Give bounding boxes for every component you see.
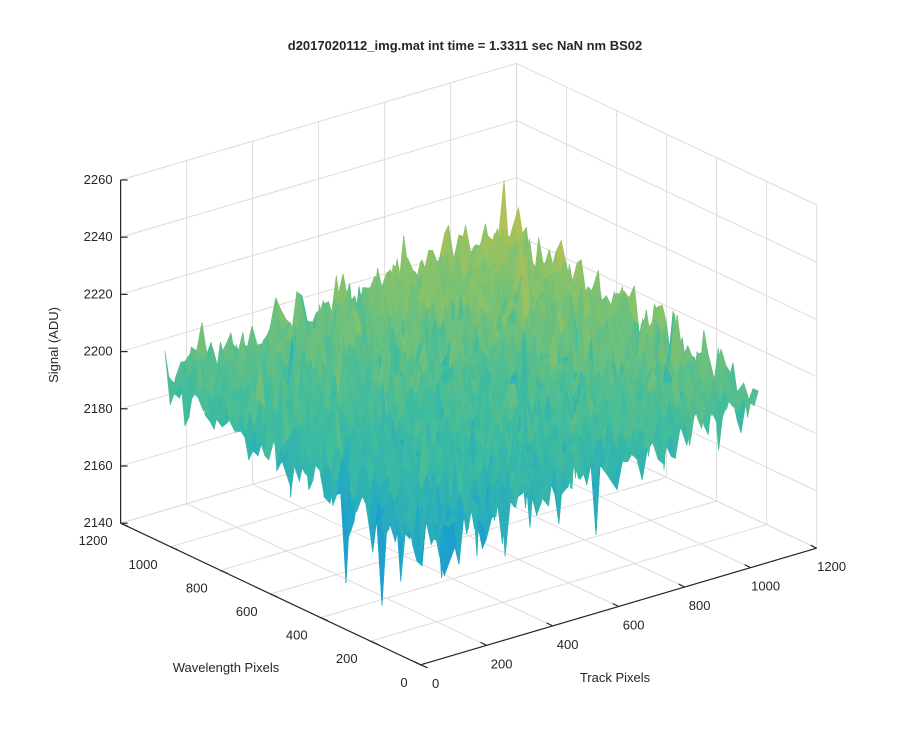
- x-tick: [612, 602, 619, 608]
- x-tick: [744, 564, 751, 569]
- y-tick: [170, 546, 178, 551]
- x-tick-label: 200: [491, 656, 513, 671]
- z-tick-label: 2180: [84, 401, 113, 416]
- y-tick: [370, 640, 378, 645]
- y-tick: [220, 569, 228, 574]
- back-wall-gridline-z: [120, 120, 517, 238]
- y-tick-label: 200: [336, 651, 358, 666]
- x-tick: [678, 583, 685, 588]
- axes-lines: [119, 179, 817, 669]
- z-axis-label: Signal (ADU): [46, 307, 61, 383]
- z-tick-label: 2160: [84, 458, 113, 473]
- side-wall-gridline-z: [516, 234, 817, 378]
- y-axis-label: Wavelength Pixels: [173, 660, 280, 675]
- surface-plot: [164, 180, 759, 606]
- floor-gridline-y: [320, 500, 717, 619]
- x-tick-label: 400: [557, 637, 579, 652]
- x-axis-label: Track Pixels: [580, 670, 651, 685]
- x-tick: [414, 661, 421, 666]
- x-tick: [480, 641, 487, 646]
- x-tick: [810, 544, 817, 549]
- y-tick-label: 1000: [129, 557, 158, 572]
- z-tick-label: 2140: [84, 515, 113, 530]
- back-wall-gridline-z: [120, 177, 517, 295]
- z-tick-label: 2260: [84, 172, 113, 187]
- x-tick-label: 800: [689, 598, 711, 613]
- y-tick-label: 600: [236, 604, 258, 619]
- x-tick: [546, 622, 553, 627]
- x-tick-label: 1000: [751, 579, 780, 594]
- y-tick: [420, 664, 428, 669]
- x-tick-label: 1200: [817, 559, 846, 574]
- side-wall-gridline-z: [516, 120, 817, 263]
- y-tick: [320, 617, 328, 622]
- z-tick-label: 2240: [84, 229, 113, 244]
- x-tick-label: 600: [623, 618, 645, 633]
- chart-title: d2017020112_img.mat int time = 1.3311 se…: [288, 38, 642, 53]
- x-tick-label: 0: [432, 676, 439, 691]
- y-tick-label: 800: [186, 580, 208, 595]
- y-tick: [270, 593, 278, 598]
- y-tick-label: 0: [400, 675, 407, 690]
- tick-labels: 0 200 400 600 800 1000 1200 0 200 400 600 800 1000 12…: [79, 172, 846, 691]
- y-tick-label: 1200: [79, 533, 108, 548]
- floor-gridline-y: [370, 524, 767, 642]
- back-wall-gridline-z: [120, 62, 517, 181]
- floor-gridline-y: [270, 476, 667, 595]
- side-wall-gridline-z: [516, 62, 817, 206]
- z-tick-label: 2220: [84, 286, 113, 301]
- side-wall-gridline-z: [516, 177, 817, 320]
- surface-patch: [416, 520, 427, 567]
- y-tick-label: 400: [286, 628, 308, 643]
- z-tick-label: 2200: [84, 344, 113, 359]
